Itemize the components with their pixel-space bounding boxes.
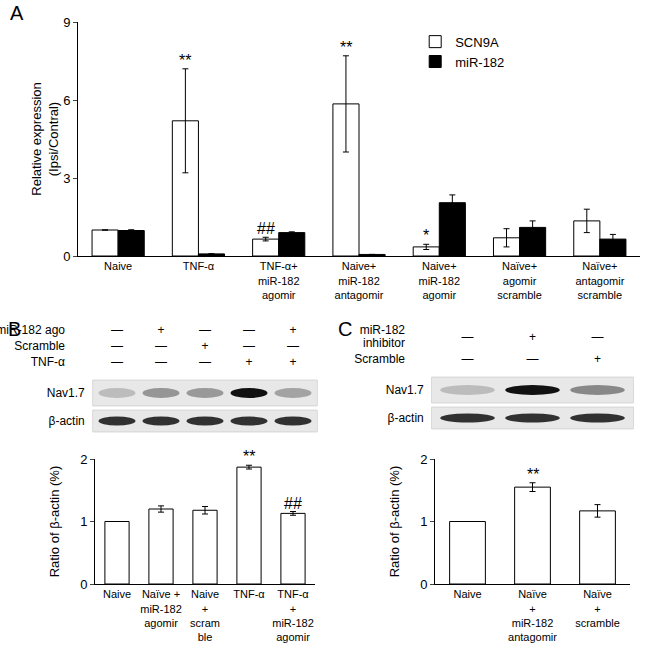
svg-text:**: **: [527, 466, 539, 483]
svg-text:Naive+miR-182agomir: Naive+miR-182agomir: [419, 260, 461, 301]
svg-text:miR-182: miR-182: [455, 55, 504, 70]
svg-text:—: —: [462, 352, 474, 366]
svg-text:—: —: [155, 339, 167, 353]
svg-text:Naïve+agomirscramble: Naïve+agomirscramble: [497, 260, 542, 301]
svg-text:1: 1: [80, 514, 87, 529]
svg-text:—: —: [243, 339, 255, 353]
svg-text:Scramble: Scramble: [354, 352, 405, 366]
svg-text:2: 2: [80, 452, 87, 467]
svg-text:—: —: [155, 355, 167, 369]
svg-text:Naive+scramble: Naive+scramble: [190, 588, 220, 643]
svg-text:β-actin: β-actin: [49, 414, 85, 428]
svg-text:+: +: [245, 355, 252, 369]
svg-text:Naïve +miR-182agomir: Naïve +miR-182agomir: [140, 588, 182, 629]
svg-text:miR-182inhibitor: miR-182inhibitor: [360, 323, 406, 350]
svg-text:—: —: [592, 330, 604, 344]
svg-text:+: +: [594, 352, 601, 366]
svg-text:miR-182 ago: miR-182 ago: [0, 323, 65, 337]
svg-text:Ratio of β-actin (%): Ratio of β-actin (%): [47, 466, 62, 578]
svg-text:—: —: [199, 323, 211, 337]
svg-text:2: 2: [420, 452, 427, 467]
svg-text:—: —: [199, 355, 211, 369]
svg-text:Naïve+antagomirscramble: Naïve+antagomirscramble: [575, 260, 624, 301]
svg-text:+: +: [157, 323, 164, 337]
svg-text:Ratio of β-actin (%): Ratio of β-actin (%): [387, 466, 402, 578]
svg-text:β-actin: β-actin: [388, 411, 424, 425]
svg-text:*: *: [423, 227, 429, 244]
svg-text:—: —: [111, 355, 123, 369]
svg-text:Naive: Naive: [453, 588, 481, 600]
svg-text:—: —: [111, 323, 123, 337]
svg-text:+: +: [289, 355, 296, 369]
svg-text:Naive: Naive: [104, 260, 132, 272]
svg-text:TNF-α: TNF-α: [233, 588, 265, 600]
svg-text:SCN9A: SCN9A: [455, 35, 499, 50]
svg-text:0: 0: [420, 577, 427, 592]
svg-text:3: 3: [63, 171, 70, 186]
svg-text:Naive+miR-182antagomir: Naive+miR-182antagomir: [335, 260, 384, 301]
svg-text:—: —: [527, 352, 539, 366]
svg-text:##: ##: [257, 220, 275, 237]
svg-text:—: —: [287, 339, 299, 353]
svg-text:TNF-α+miR-182agomir: TNF-α+miR-182agomir: [258, 260, 300, 301]
svg-text:TNF-α+miR-182agomir: TNF-α+miR-182agomir: [272, 588, 314, 643]
svg-text:Scramble: Scramble: [14, 339, 65, 353]
svg-text:Nav1.7: Nav1.7: [386, 383, 424, 397]
svg-text:**: **: [340, 39, 352, 56]
svg-text:—: —: [462, 330, 474, 344]
svg-text:—: —: [243, 323, 255, 337]
svg-text:9: 9: [63, 15, 70, 30]
svg-text:**: **: [243, 448, 255, 465]
svg-text:##: ##: [284, 495, 302, 512]
svg-text:+: +: [529, 330, 536, 344]
svg-text:Naive: Naive: [103, 588, 131, 600]
svg-text:+: +: [201, 339, 208, 353]
svg-text:TNF-α: TNF-α: [183, 260, 215, 272]
svg-text:Nav1.7: Nav1.7: [47, 386, 85, 400]
svg-text:Naïve+scramble: Naïve+scramble: [575, 588, 620, 629]
svg-text:0: 0: [80, 577, 87, 592]
svg-text:Naïve+miR-182antagomir: Naïve+miR-182antagomir: [508, 588, 557, 643]
svg-text:+: +: [289, 323, 296, 337]
svg-text:—: —: [111, 339, 123, 353]
svg-text:6: 6: [63, 93, 70, 108]
svg-text:0: 0: [63, 249, 70, 264]
svg-text:1: 1: [420, 514, 427, 529]
svg-text:TNF-α: TNF-α: [31, 355, 65, 369]
svg-text:**: **: [179, 52, 191, 69]
svg-text:Relative expression(Ipsi/Contr: Relative expression(Ipsi/Contral): [29, 82, 61, 195]
